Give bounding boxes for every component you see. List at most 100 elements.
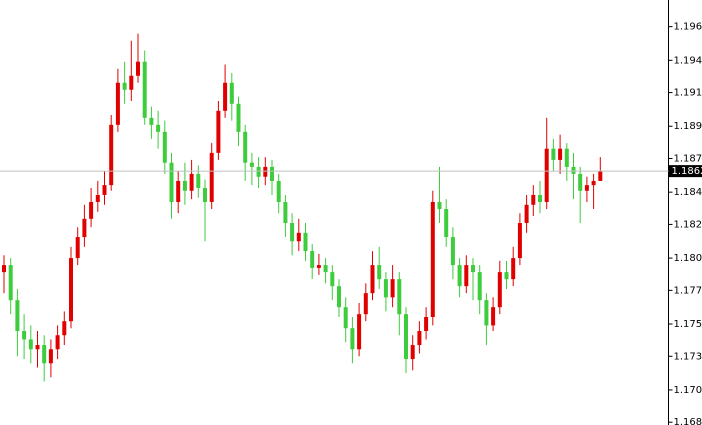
last-price-label: 1.1862 [672, 166, 702, 177]
candle-body [95, 194, 100, 202]
candle-body [464, 265, 469, 287]
candle-body [270, 166, 274, 181]
candle-body [189, 173, 194, 191]
candle-body [397, 279, 402, 315]
candle-body [48, 349, 53, 364]
y-tick-label: 1.1753 [674, 319, 702, 330]
y-tick-label: 1.1777 [674, 285, 702, 296]
candle-body [156, 124, 161, 132]
candle-body [524, 204, 529, 224]
candle-body [15, 300, 20, 332]
candle-body [142, 61, 147, 118]
candle-body [196, 173, 201, 188]
candle-body [102, 185, 107, 195]
candle-body [236, 103, 241, 132]
candle-body [109, 124, 114, 186]
candle-body [296, 232, 301, 242]
candle-body [417, 331, 422, 346]
candle-body [377, 265, 382, 280]
candle-body [450, 237, 455, 266]
candle-body [82, 218, 87, 238]
candle-body [216, 110, 221, 153]
candle-body [330, 272, 335, 287]
candle-body [558, 148, 563, 160]
candle-body [89, 201, 94, 219]
candle-body [69, 258, 73, 322]
candle-body [243, 131, 248, 163]
candle-body [176, 180, 181, 202]
candle-body [471, 265, 475, 273]
candle-body [122, 82, 127, 90]
y-tick-label: 1.1918 [674, 88, 702, 99]
candle-body [129, 75, 134, 90]
candle-body [571, 166, 576, 174]
candle-body [55, 335, 60, 350]
candle-body [477, 272, 482, 301]
candle-body [256, 166, 261, 177]
candle-body [544, 148, 549, 202]
candle-body [290, 223, 295, 242]
candle-body [28, 339, 33, 350]
candle-body [115, 82, 120, 125]
candle-body [316, 265, 321, 268]
candle-body [182, 180, 187, 191]
candle-body [363, 293, 368, 315]
candle-body [491, 307, 496, 326]
candle-body [564, 148, 569, 167]
candle-body [444, 208, 449, 238]
candle-body [497, 272, 502, 308]
y-tick-label: 1.1894 [674, 121, 702, 132]
candle-body [149, 117, 154, 125]
candle-body [203, 187, 207, 202]
candle-body [390, 279, 395, 298]
candle-body [343, 307, 348, 329]
candle-body [35, 345, 40, 350]
candle-body [504, 272, 509, 280]
candle-body [517, 223, 522, 259]
candle-body [8, 265, 13, 301]
y-tick-label: 1.1730 [674, 351, 702, 362]
candle-body [209, 152, 214, 202]
candle-body [383, 279, 388, 298]
y-tick-label: 1.1683 [674, 417, 702, 425]
candle-body [424, 316, 429, 332]
candle-body [538, 194, 542, 202]
candle-body [276, 180, 281, 202]
candle-body [551, 148, 556, 160]
y-tick-label: 1.1706 [674, 385, 702, 396]
candle-body [357, 314, 362, 350]
candle-body [337, 286, 341, 308]
candle-body [578, 173, 583, 191]
candle-body [410, 345, 415, 360]
y-tick-label: 1.1824 [674, 219, 702, 230]
candle-body [169, 162, 174, 202]
y-tick-label: 1.1800 [674, 253, 702, 264]
candle-body [22, 331, 27, 340]
candle-body [437, 201, 442, 209]
candle-body [42, 345, 47, 364]
candle-body [323, 265, 328, 273]
candle-body [584, 185, 589, 191]
candle-body [249, 162, 254, 167]
y-tick-label: 1.1847 [674, 187, 702, 198]
candle-body [404, 314, 408, 360]
candle-body [229, 82, 234, 104]
candle-body [263, 166, 268, 177]
candle-body [430, 201, 435, 317]
candle-body [511, 258, 516, 280]
candle-body [303, 232, 308, 252]
last-price-box [668, 165, 702, 178]
y-tick-label: 1.1965 [674, 22, 702, 33]
candle-body [350, 328, 355, 350]
candle-body [75, 237, 80, 259]
candle-body [162, 131, 167, 163]
candle-body [370, 265, 375, 294]
candle-body [457, 265, 462, 287]
candle-body [62, 321, 67, 336]
candle-body [2, 265, 6, 273]
candle-body [484, 300, 489, 326]
